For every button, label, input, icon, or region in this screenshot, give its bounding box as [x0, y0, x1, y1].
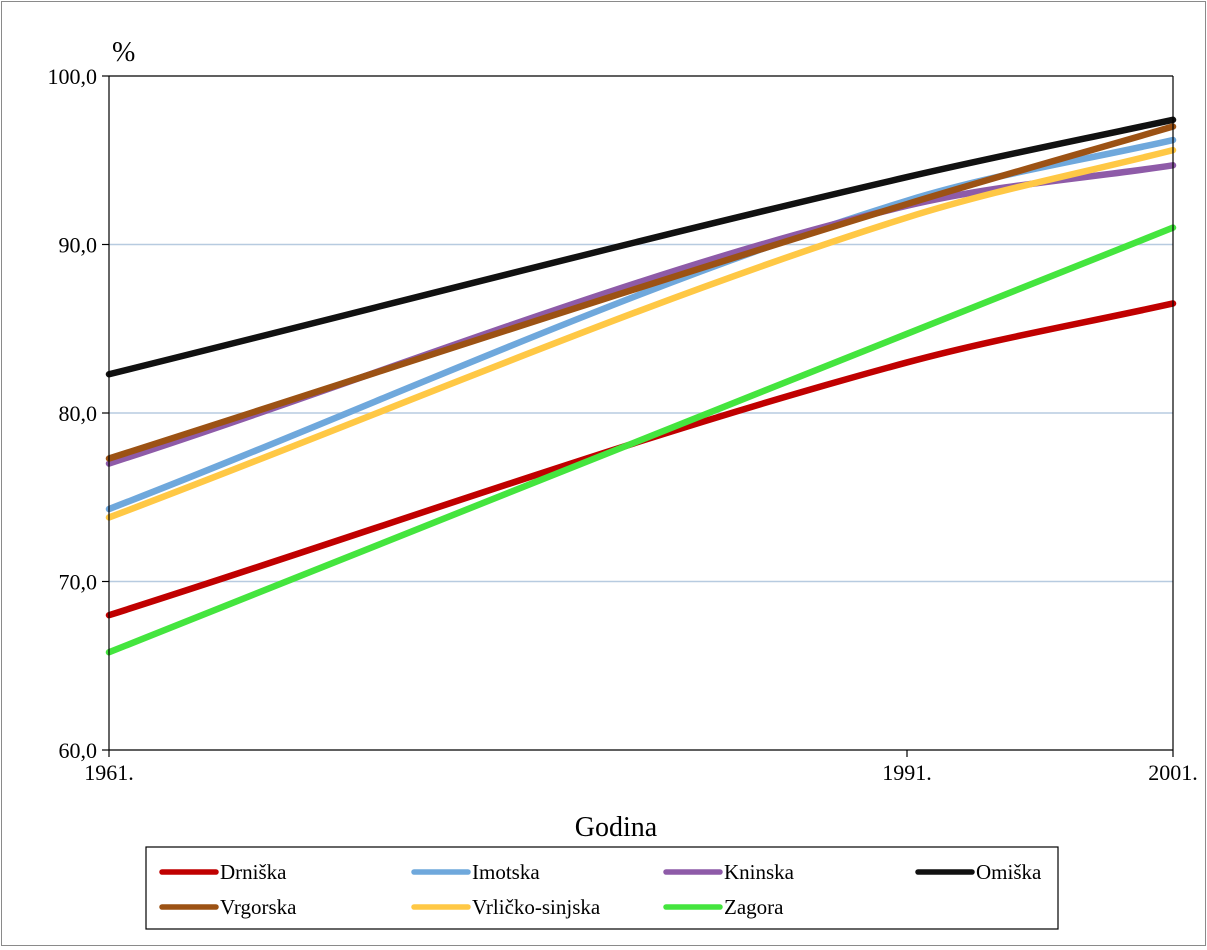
- legend: Drniška Imotska Kninska Omiška Vrgorska Vrlič…: [145, 846, 1059, 930]
- legend-item-drni-ka: Drniška: [159, 860, 287, 884]
- legend-item-imotska: Imotska: [411, 860, 540, 884]
- y-tick-label: 80,0: [59, 401, 98, 426]
- series-line-omi-ka: [105, 116, 1177, 378]
- y-tick-labels: 60,0 70,0 80,0 90,0 100,0: [48, 64, 98, 763]
- y-tick-label: 90,0: [59, 233, 98, 258]
- legend-box: [145, 846, 1059, 930]
- series-line-kninska: [105, 162, 1177, 467]
- series-line-drni-ka: [105, 300, 1177, 619]
- legend-label: Omiška: [976, 860, 1042, 884]
- legend-label: Kninska: [724, 860, 795, 884]
- y-tick-label: 60,0: [59, 738, 98, 763]
- y-tick-label: 70,0: [59, 570, 98, 595]
- series-line-vrli-ko-sinjska: [105, 146, 1177, 521]
- x-axis-title: Godina: [575, 812, 658, 843]
- x-tick-labels: 1961. 1991. 2001.: [84, 760, 1198, 785]
- x-tick-label: 1991.: [882, 760, 932, 785]
- legend-item-omi-ka: Omiška: [915, 860, 1042, 884]
- series-lines: [105, 116, 1177, 656]
- axes: [102, 75, 1174, 757]
- y-tick-label: 100,0: [48, 64, 98, 89]
- legend-label: Imotska: [472, 860, 540, 884]
- x-tick-label: 2001.: [1148, 760, 1198, 785]
- legend-label: Drniška: [220, 860, 287, 884]
- x-tick-label: 1961.: [84, 760, 134, 785]
- y-axis-unit-label: %: [112, 37, 135, 68]
- legend-label: Zagora: [724, 895, 784, 919]
- series-line-vrgorska: [105, 123, 1177, 462]
- legend-item-zagora: Zagora: [663, 895, 784, 919]
- series-line-zagora: [105, 224, 1177, 656]
- legend-item-vrli-ko-sinjska: Vrličko-sinjska: [411, 895, 601, 919]
- legend-item-kninska: Kninska: [663, 860, 795, 884]
- legend-label: Vrličko-sinjska: [472, 895, 601, 919]
- legend-item-vrgorska: Vrgorska: [159, 895, 297, 919]
- legend-label: Vrgorska: [220, 895, 297, 919]
